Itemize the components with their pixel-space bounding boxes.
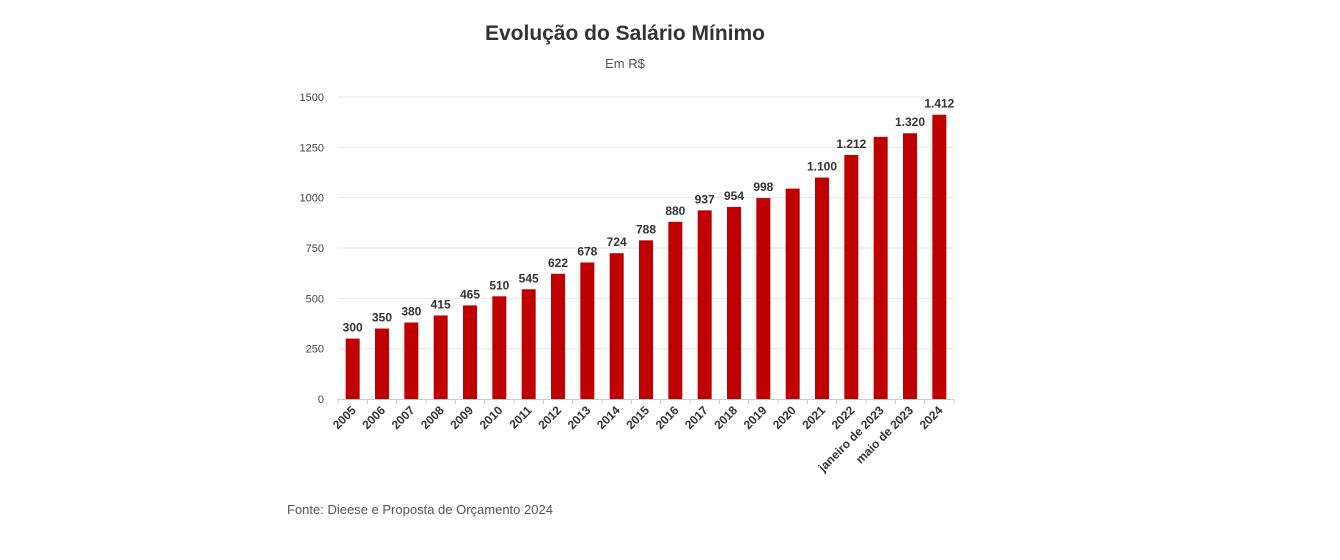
bar xyxy=(521,289,536,399)
data-label: 300 xyxy=(343,321,363,335)
data-label: 415 xyxy=(431,297,451,311)
y-tick-label: 1000 xyxy=(300,193,324,205)
data-label: 622 xyxy=(548,256,568,270)
y-tick-label: 0 xyxy=(318,394,324,406)
x-tick-label: 2021 xyxy=(799,403,828,432)
x-tick-label: 2012 xyxy=(535,403,564,432)
x-tick-label: 2019 xyxy=(741,403,770,432)
x-tick-label: 2020 xyxy=(770,403,799,432)
bar xyxy=(433,315,448,399)
data-label: 880 xyxy=(665,204,685,218)
chart-subtitle: Em R$ xyxy=(605,56,645,71)
x-tick-label: 2018 xyxy=(711,403,740,432)
bar xyxy=(697,210,712,399)
bar xyxy=(815,177,829,399)
bar xyxy=(375,328,389,399)
x-tick-label: 2024 xyxy=(917,403,946,432)
y-tick-label: 250 xyxy=(306,344,324,356)
data-label: 465 xyxy=(460,287,480,301)
bar xyxy=(639,240,653,399)
data-label: 1.212 xyxy=(836,137,866,151)
data-label: 937 xyxy=(695,192,715,206)
x-tick-label: 2014 xyxy=(594,403,623,432)
bar xyxy=(844,154,859,399)
y-axis-ticks: 0 250 500 750 1000 1250 1500 xyxy=(300,92,324,406)
y-tick-label: 1500 xyxy=(300,92,324,104)
data-label: 1.412 xyxy=(924,97,954,111)
data-label: 954 xyxy=(724,189,744,203)
bar xyxy=(345,338,360,399)
data-label: 678 xyxy=(577,244,597,258)
bar xyxy=(785,188,800,399)
bar-chart: 0 250 500 750 1000 1250 1500 300 350 380 415 465 51… xyxy=(300,92,955,475)
x-axis-ticks: 2005 2006 2007 2008 2009 2010 2011 2012 2013 2014… xyxy=(330,399,955,475)
x-tick-label: 2009 xyxy=(447,403,476,432)
data-label: 1.100 xyxy=(807,160,837,174)
x-tick-label: 2016 xyxy=(653,403,682,432)
bar xyxy=(404,322,419,399)
bar xyxy=(873,136,888,399)
data-label: 724 xyxy=(607,235,627,249)
x-tick-label: 2015 xyxy=(623,403,652,432)
data-label: 1.320 xyxy=(895,115,925,129)
y-tick-label: 500 xyxy=(306,293,324,305)
bar xyxy=(727,206,741,399)
data-label: 510 xyxy=(489,278,509,292)
x-tick-label: 2013 xyxy=(565,403,594,432)
bars xyxy=(345,114,947,400)
data-label: 350 xyxy=(372,311,392,325)
y-tick-label: 750 xyxy=(306,243,324,255)
data-label: 998 xyxy=(753,180,773,194)
bar xyxy=(580,262,595,399)
bar xyxy=(463,305,477,399)
bar xyxy=(609,253,624,399)
x-tick-label: 2010 xyxy=(477,403,506,432)
bar xyxy=(756,198,771,399)
x-tick-label: 2007 xyxy=(389,403,418,432)
chart-title: Evolução do Salário Mínimo xyxy=(484,22,766,45)
bar xyxy=(903,133,917,400)
x-tick-label: 2017 xyxy=(682,403,711,432)
data-label: 788 xyxy=(636,222,656,236)
x-tick-label: 2005 xyxy=(330,403,359,432)
bar xyxy=(932,114,947,399)
bar xyxy=(668,221,683,399)
source-note: Fonte: Dieese e Proposta de Orçamento 20… xyxy=(287,502,553,517)
bar xyxy=(492,296,507,399)
x-tick-label: 2006 xyxy=(359,403,388,432)
y-tick-label: 1250 xyxy=(300,142,324,154)
x-tick-label: 2008 xyxy=(418,403,447,432)
x-tick-label: 2011 xyxy=(506,403,535,432)
data-labels: 300 350 380 415 465 510 545 622 678 724 788 880 937 9… xyxy=(343,97,955,335)
bar xyxy=(551,273,565,399)
data-label: 380 xyxy=(401,304,421,318)
data-label: 545 xyxy=(519,271,539,285)
